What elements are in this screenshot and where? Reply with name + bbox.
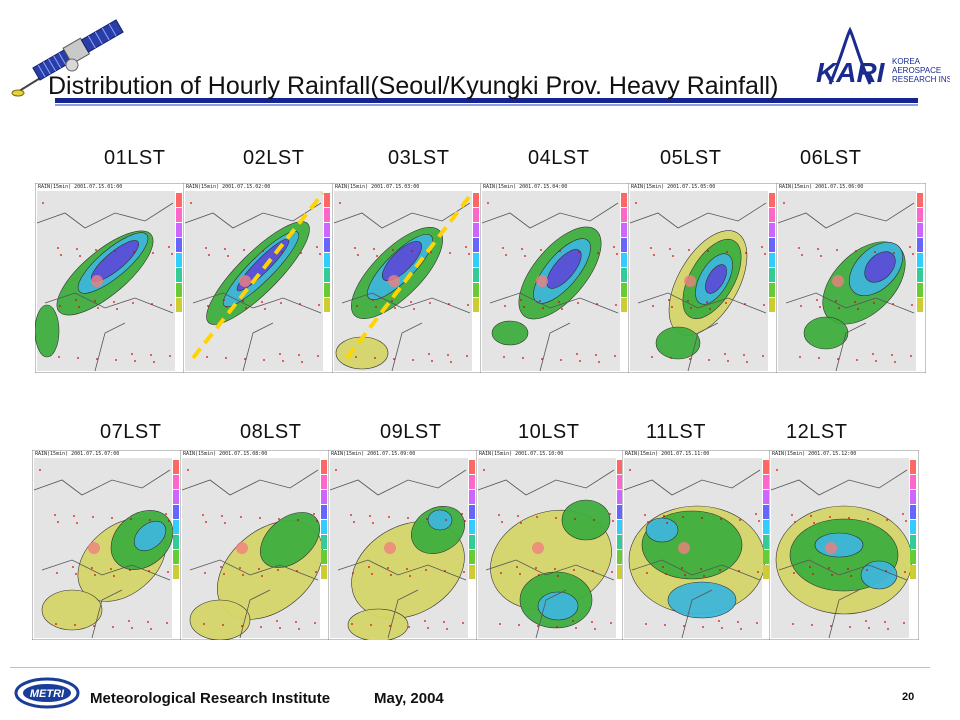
panel-label-09: 09LST [380,421,442,443]
rain-panel-12LST: RAIN(15min) 2001.07.15.12:00 [769,450,919,640]
rain-panel-01LST-map [35,183,185,373]
rain-panel-01LST-caption: RAIN(15min) 2001.07.15.01:00 [38,184,123,190]
rain-panel-07LST-map [32,450,182,640]
rain-panel-03LST-caption: RAIN(15min) 2001.07.15.03:00 [335,184,420,190]
svg-text:AEROSPACE: AEROSPACE [892,66,941,75]
footer-rule [10,667,930,668]
kari-logo: KARI KOREA AEROSPACE RESEARCH INSTITUTE [800,26,960,92]
rain-panel-10LST-map [476,450,626,640]
svg-text:KARI: KARI [816,57,886,88]
rain-panel-10LST-caption: RAIN(15min) 2001.07.15.10:00 [479,451,564,457]
rain-panel-08LST-map [180,450,330,640]
metri-logo: METRI [14,675,80,711]
rain-panel-06LST-caption: RAIN(15min) 2001.07.15.06:00 [779,184,864,190]
rain-panel-11LST-caption: RAIN(15min) 2001.07.15.11:00 [625,451,710,457]
footer-date: May, 2004 [374,690,444,707]
title-rule [55,98,918,103]
rain-panel-05LST-caption: RAIN(15min) 2001.07.15.05:00 [631,184,716,190]
title-rule-shadow [55,104,918,106]
panel-label-02: 02LST [243,147,305,169]
rain-panel-12LST-caption: RAIN(15min) 2001.07.15.12:00 [772,451,857,457]
panel-label-05: 05LST [660,147,722,169]
panel-label-03: 03LST [388,147,450,169]
page-number: 20 [902,691,915,703]
rain-panel-02LST-map [183,183,333,373]
rain-panel-11LST: RAIN(15min) 2001.07.15.11:00 [622,450,772,640]
rain-panel-08LST-caption: RAIN(15min) 2001.07.15.08:00 [183,451,268,457]
metri-logo-text: METRI [30,688,65,700]
rain-panel-07LST: RAIN(15min) 2001.07.15.07:00 [32,450,182,640]
rain-panel-04LST: RAIN(15min) 2001.07.15.04:00 [480,183,630,373]
rain-panel-02LST-caption: RAIN(15min) 2001.07.15.02:00 [186,184,271,190]
satellite-icon [8,5,148,100]
svg-text:KOREA: KOREA [892,57,921,66]
rain-panel-02LST: RAIN(15min) 2001.07.15.02:00 [183,183,333,373]
footer-institute: Meteorological Research Institute [90,690,331,707]
rain-panel-11LST-map [622,450,772,640]
rain-panel-09LST-caption: RAIN(15min) 2001.07.15.09:00 [331,451,416,457]
slide-title: Distribution of Hourly Rainfall(Seoul/Ky… [48,72,779,100]
svg-text:RESEARCH INSTITUTE: RESEARCH INSTITUTE [892,75,950,84]
rain-panel-03LST-map [332,183,482,373]
panel-label-01: 01LST [104,147,166,169]
rain-panel-01LST: RAIN(15min) 2001.07.15.01:00 [35,183,185,373]
rain-panel-03LST: RAIN(15min) 2001.07.15.03:00 [332,183,482,373]
panel-label-12: 12LST [786,421,848,443]
rain-panel-04LST-map [480,183,630,373]
panel-label-11: 11LST [646,421,706,443]
panel-label-04: 04LST [528,147,590,169]
rain-panel-09LST: RAIN(15min) 2001.07.15.09:00 [328,450,478,640]
rain-panel-06LST-map [776,183,926,373]
rain-panel-09LST-map [328,450,478,640]
rain-panel-06LST: RAIN(15min) 2001.07.15.06:00 [776,183,926,373]
rain-panel-07LST-caption: RAIN(15min) 2001.07.15.07:00 [35,451,120,457]
panel-label-08: 08LST [240,421,302,443]
rain-panel-05LST-map [628,183,778,373]
rain-panel-05LST: RAIN(15min) 2001.07.15.05:00 [628,183,778,373]
rain-panel-04LST-caption: RAIN(15min) 2001.07.15.04:00 [483,184,568,190]
panel-label-10: 10LST [518,421,580,443]
rain-panel-08LST: RAIN(15min) 2001.07.15.08:00 [180,450,330,640]
rain-panel-10LST: RAIN(15min) 2001.07.15.10:00 [476,450,626,640]
rain-panel-12LST-map [769,450,919,640]
panel-label-07: 07LST [100,421,162,443]
panel-label-06: 06LST [800,147,862,169]
